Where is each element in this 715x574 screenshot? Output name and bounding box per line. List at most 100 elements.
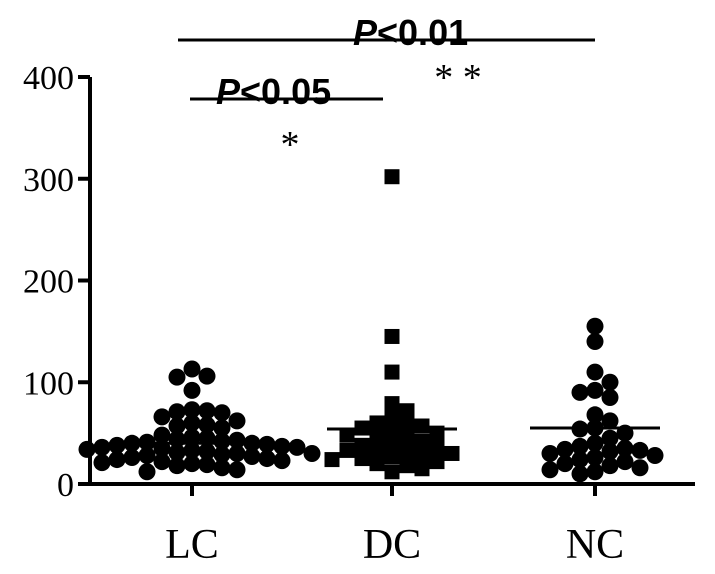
data-point-nc: [571, 451, 589, 469]
data-point-dc: [369, 415, 385, 431]
data-point-dc: [384, 464, 400, 480]
data-point-nc: [601, 429, 619, 447]
data-point-lc: [228, 461, 246, 479]
data-point-lc: [243, 448, 261, 466]
data-point-dc: [324, 452, 340, 468]
data-point-lc: [213, 459, 231, 477]
data-point-lc: [108, 436, 126, 454]
data-point-lc: [183, 428, 201, 446]
data-points: [78, 169, 664, 483]
y-tick-label: 200: [23, 264, 74, 301]
p-letter: P: [216, 71, 241, 112]
data-point-nc: [616, 453, 634, 471]
data-point-lc: [198, 442, 216, 460]
data-point-lc: [78, 440, 96, 458]
data-point-lc: [183, 401, 201, 419]
data-point-lc: [198, 456, 216, 474]
data-point-lc: [183, 414, 201, 432]
data-point-dc: [399, 458, 415, 474]
axes: 0 100 200 300 400 LC DC NC: [23, 60, 695, 568]
data-point-dc: [339, 442, 355, 458]
data-point-nc: [541, 444, 559, 462]
data-point-nc: [571, 383, 589, 401]
y-tick-label: 0: [57, 467, 74, 504]
data-point-lc: [198, 402, 216, 420]
data-point-dc: [384, 409, 400, 425]
data-point-lc: [288, 438, 306, 456]
significance-stars: * *: [434, 57, 482, 99]
data-point-dc: [414, 446, 430, 462]
data-point-lc: [198, 367, 216, 385]
data-point-lc: [198, 416, 216, 434]
y-tick-label: 100: [23, 365, 74, 402]
x-tick-label: NC: [566, 522, 624, 568]
data-point-nc: [646, 447, 664, 465]
data-point-dc: [399, 430, 415, 446]
data-point-dc: [384, 364, 400, 380]
data-point-nc: [571, 437, 589, 455]
data-point-dc: [429, 439, 445, 455]
data-point-nc: [556, 440, 574, 458]
data-point-dc: [369, 428, 385, 444]
data-point-lc: [228, 412, 246, 430]
data-point-lc: [123, 449, 141, 467]
data-point-nc: [556, 455, 574, 473]
data-point-nc: [586, 333, 604, 351]
data-point-dc: [414, 461, 430, 477]
data-point-lc: [258, 435, 276, 453]
p-value-label: P<0.05: [216, 71, 331, 112]
data-point-lc: [213, 419, 231, 437]
p-letter: P: [353, 12, 378, 53]
data-point-lc: [303, 444, 321, 462]
data-point-nc: [601, 442, 619, 460]
data-point-dc: [384, 435, 400, 451]
y-tick-label: 300: [23, 162, 74, 199]
data-point-dc: [399, 444, 415, 460]
data-point-dc: [369, 456, 385, 472]
data-point-nc: [541, 461, 559, 479]
data-point-dc: [414, 433, 430, 449]
data-point-dc: [354, 451, 370, 467]
data-point-lc: [213, 432, 231, 450]
x-tick-label: LC: [165, 522, 219, 568]
data-point-dc: [339, 427, 355, 443]
median-lines: [127, 426, 660, 445]
data-point-lc: [183, 360, 201, 378]
data-point-lc: [168, 368, 186, 386]
data-point-lc: [93, 438, 111, 456]
data-point-lc: [168, 457, 186, 475]
data-point-lc: [213, 404, 231, 422]
data-point-lc: [228, 444, 246, 462]
data-point-nc: [631, 441, 649, 459]
data-point-lc: [183, 441, 201, 459]
data-point-dc: [354, 437, 370, 453]
data-point-dc: [384, 449, 400, 465]
data-point-lc: [183, 381, 201, 399]
data-point-dc: [384, 328, 400, 344]
data-point-dc: [384, 169, 400, 185]
data-point-lc: [138, 463, 156, 481]
x-tick-label: DC: [363, 522, 421, 568]
data-point-lc: [93, 454, 111, 472]
data-point-lc: [153, 426, 171, 444]
p-value-label: P<0.01: [353, 12, 468, 53]
data-point-dc: [414, 418, 430, 434]
data-point-nc: [601, 457, 619, 475]
data-point-nc: [601, 412, 619, 430]
data-point-nc: [631, 459, 649, 477]
data-point-nc: [586, 363, 604, 381]
data-point-lc: [168, 403, 186, 421]
data-point-dc: [399, 403, 415, 419]
data-point-lc: [138, 447, 156, 465]
data-point-dc: [429, 454, 445, 470]
data-point-lc: [168, 417, 186, 435]
data-point-nc: [586, 449, 604, 467]
data-point-lc: [108, 451, 126, 469]
data-point-nc: [586, 434, 604, 452]
data-point-nc: [586, 406, 604, 424]
data-point-nc: [601, 373, 619, 391]
data-point-nc: [586, 381, 604, 399]
data-point-lc: [273, 437, 291, 455]
p-threshold: <0.05: [240, 71, 331, 112]
data-point-lc: [153, 453, 171, 471]
